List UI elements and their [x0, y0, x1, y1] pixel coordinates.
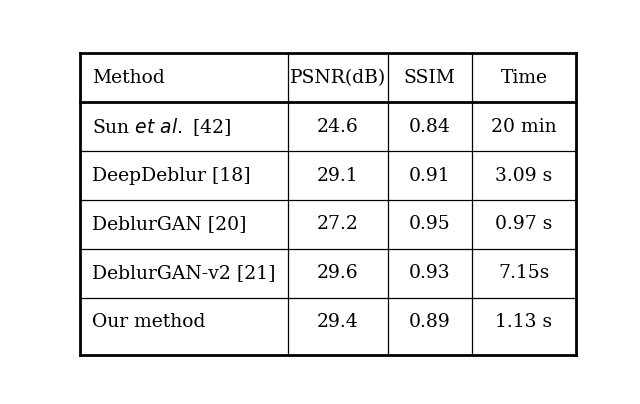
Text: 3.09 s: 3.09 s: [495, 166, 552, 185]
Text: 7.15s: 7.15s: [498, 264, 550, 282]
Text: 29.6: 29.6: [317, 264, 359, 282]
Text: 27.2: 27.2: [317, 215, 359, 234]
Text: 29.1: 29.1: [317, 166, 359, 185]
Text: 24.6: 24.6: [317, 118, 359, 136]
Text: Time: Time: [500, 69, 547, 87]
Text: DeblurGAN [20]: DeblurGAN [20]: [92, 215, 247, 234]
Text: 29.4: 29.4: [317, 313, 359, 331]
Text: Sun $\it{et~al.}$ [42]: Sun $\it{et~al.}$ [42]: [92, 116, 232, 138]
Text: PSNR(dB): PSNR(dB): [290, 69, 386, 87]
Text: 1.13 s: 1.13 s: [495, 313, 552, 331]
Text: Our method: Our method: [92, 313, 206, 331]
Text: 0.91: 0.91: [409, 166, 451, 185]
Text: 0.89: 0.89: [409, 313, 451, 331]
Text: SSIM: SSIM: [404, 69, 456, 87]
Text: DeepDeblur [18]: DeepDeblur [18]: [92, 166, 251, 185]
Text: 0.97 s: 0.97 s: [495, 215, 552, 234]
Text: 0.84: 0.84: [409, 118, 451, 136]
Text: 20 min: 20 min: [491, 118, 557, 136]
Text: Method: Method: [92, 69, 165, 87]
Text: 0.93: 0.93: [409, 264, 451, 282]
Text: 0.95: 0.95: [409, 215, 451, 234]
Text: DeblurGAN-v2 [21]: DeblurGAN-v2 [21]: [92, 264, 276, 282]
